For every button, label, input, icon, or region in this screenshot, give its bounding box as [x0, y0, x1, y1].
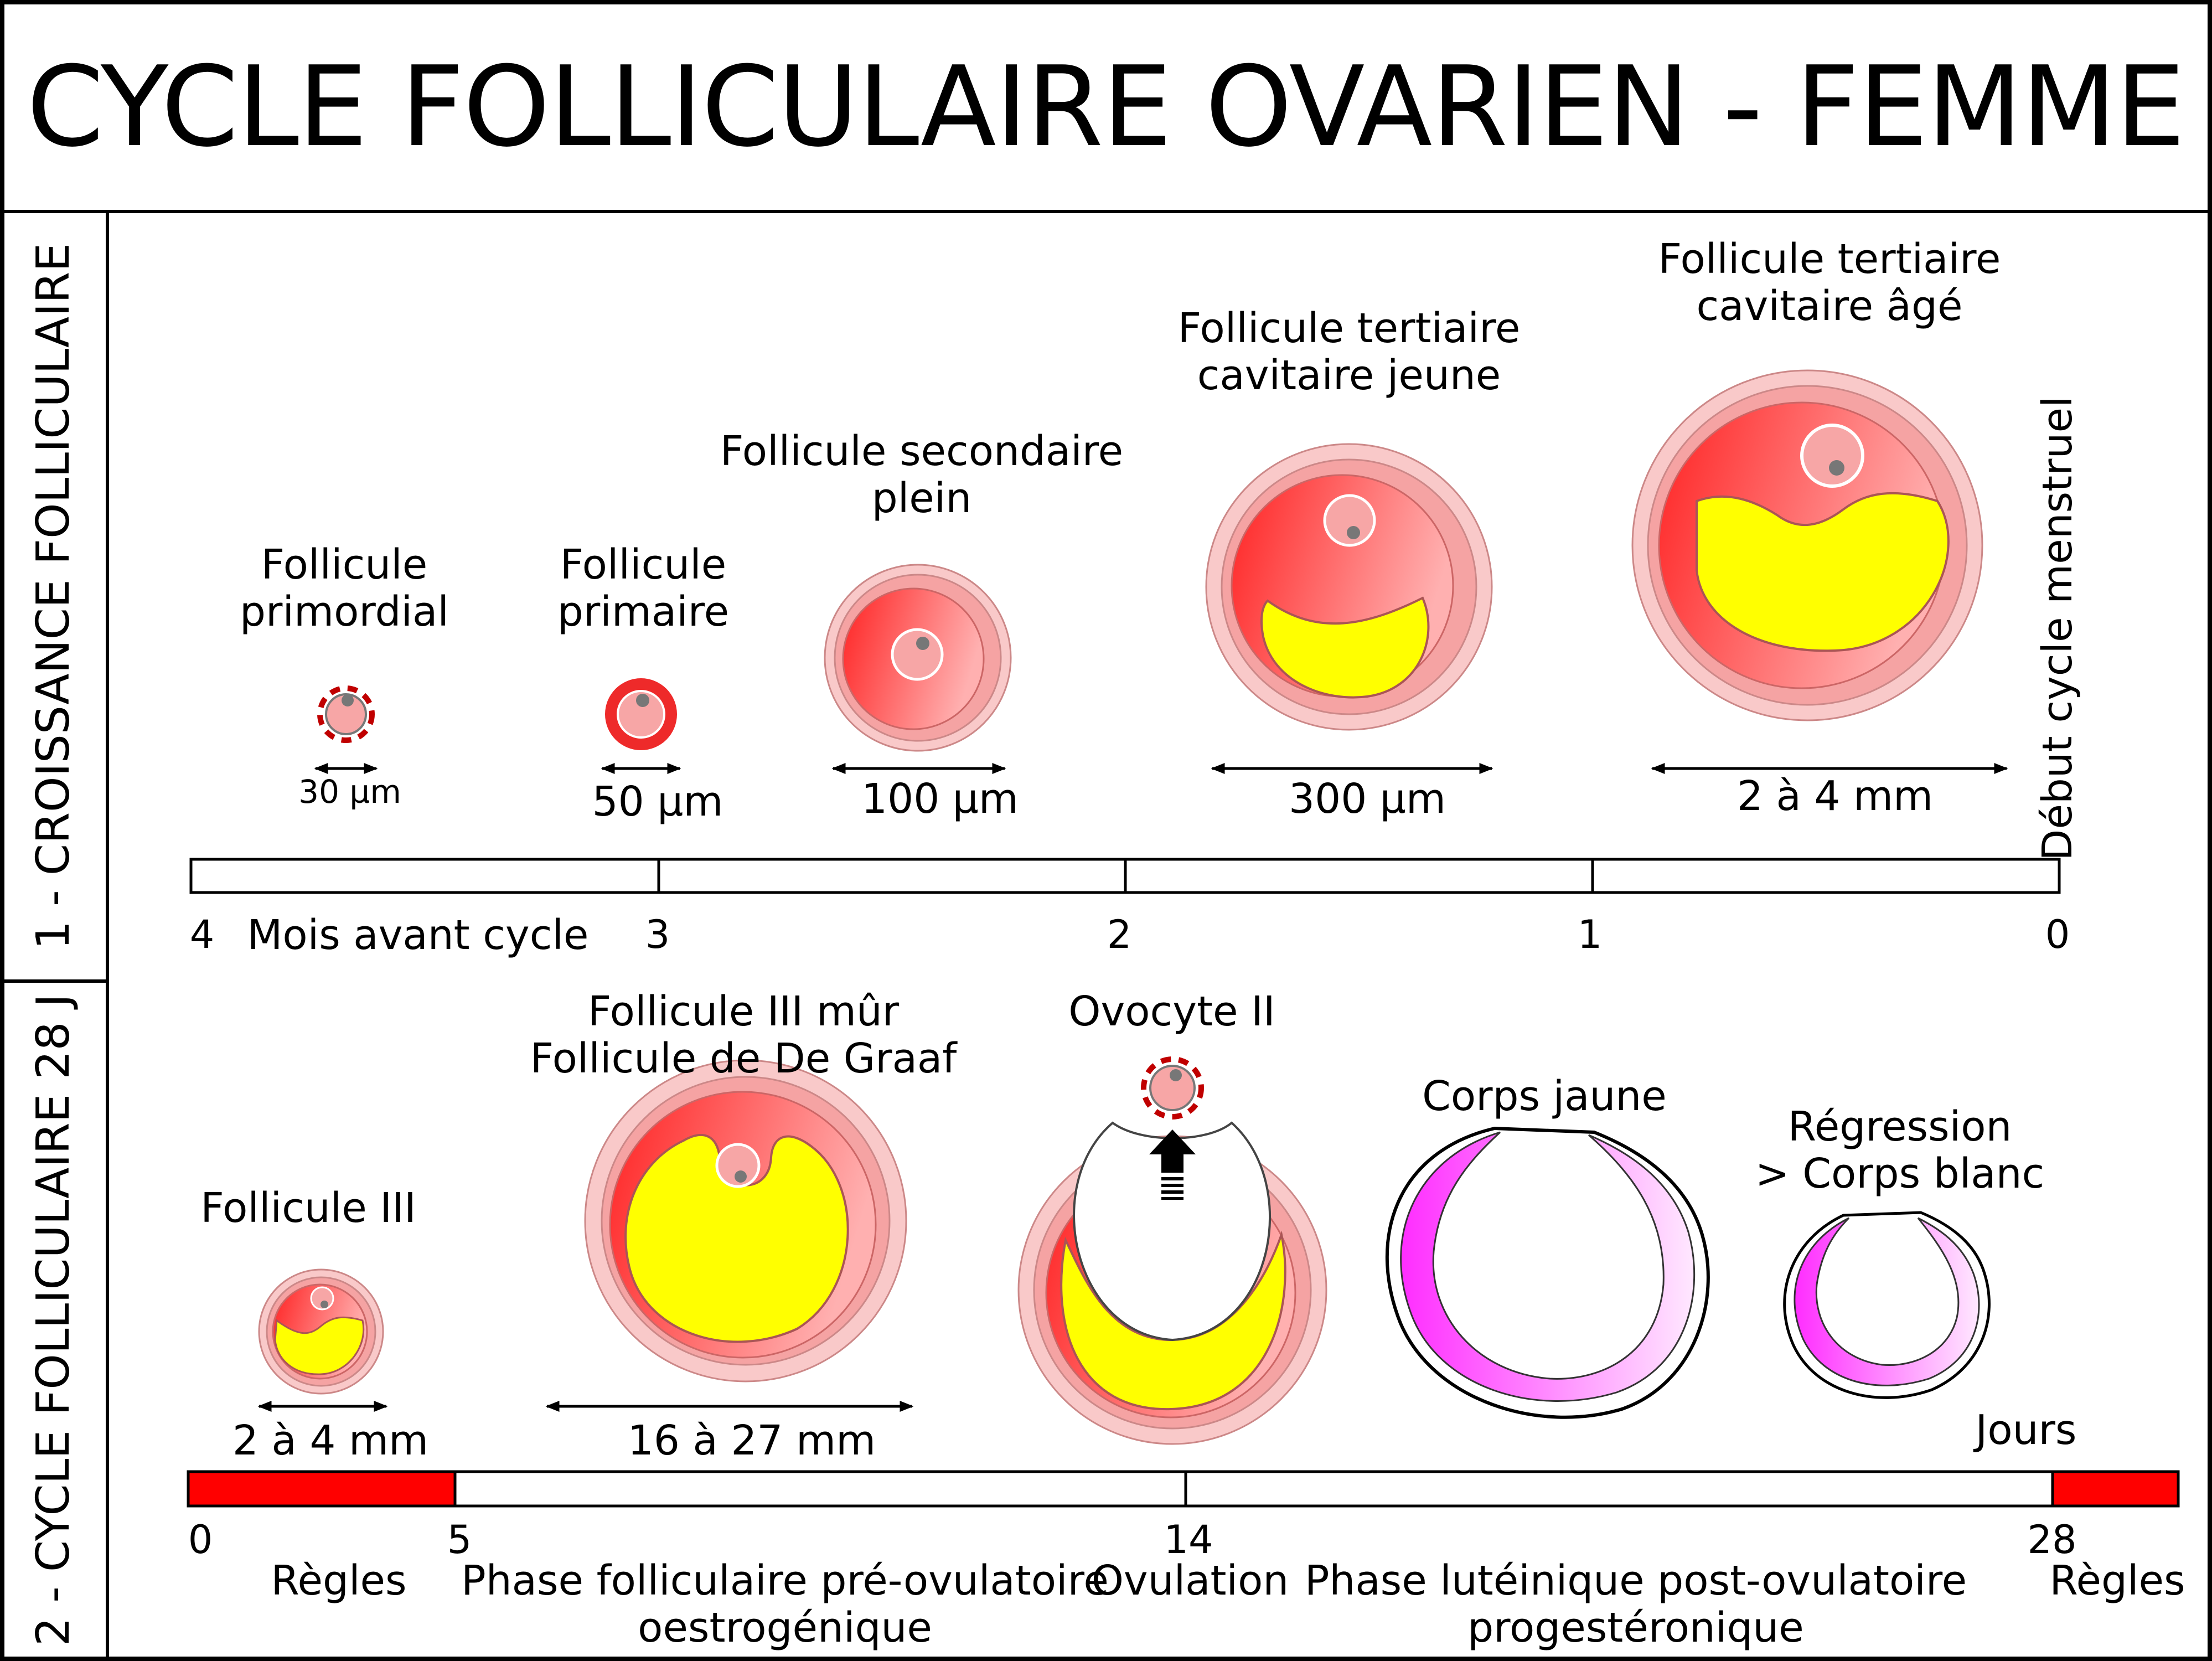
- month-timeline: 4 3 2 1 0 Mois avant cycle: [189, 858, 2070, 959]
- stage-label: > Corps blanc: [1755, 1150, 2044, 1198]
- size-label: 2 à 4 mm: [1737, 772, 1933, 820]
- follicle-iii: [258, 1268, 384, 1395]
- month-unit-label: Mois avant cycle: [247, 911, 589, 959]
- expulsion-arrow-icon: [1149, 1129, 1196, 1173]
- size-label: 100 µm: [861, 775, 1019, 823]
- phase-label: Phase lutéinique post-ovulatoire: [1305, 1557, 1967, 1605]
- page-title: CYCLE FOLLICULAIRE OVARIEN - FEMME: [27, 43, 2185, 172]
- follicle-label: Follicule tertiaire: [1658, 235, 2001, 283]
- month-tick: 3: [645, 912, 670, 957]
- size-label: 30 µm: [298, 773, 401, 811]
- follicle-label: primordial: [240, 588, 449, 636]
- follicle-label: cavitaire âgé: [1697, 282, 1963, 330]
- section1-labels: Follicule primordial Follicule primaire …: [240, 235, 2001, 636]
- section2-labels: Follicule III Follicule III mûr Follicul…: [200, 988, 2044, 1232]
- stage-label: Ovocyte II: [1068, 988, 1275, 1035]
- day-tick: 5: [447, 1517, 472, 1562]
- phase-label: Ovulation: [1092, 1557, 1289, 1605]
- follicle-primary: [605, 678, 677, 750]
- follicle-label: Follicule: [261, 541, 428, 589]
- phase-label: Phase folliculaire pré-ovulatoire: [461, 1557, 1109, 1605]
- stage-label: Follicule III mûr: [588, 988, 900, 1035]
- size-label: 2 à 4 mm: [232, 1417, 428, 1464]
- day-timeline-bar: [187, 1470, 2180, 1508]
- cycle-start-label: Début cycle menstruel: [2034, 396, 2081, 860]
- section2-size-arrows: 2 à 4 mm 16 à 27 mm: [232, 1401, 914, 1464]
- ovulating-follicle: [1017, 1056, 1327, 1445]
- follicle-tertiary-young: [1205, 443, 1493, 731]
- month-tick: 0: [2045, 912, 2070, 957]
- follicle-label: Follicule: [560, 541, 727, 589]
- follicle-de-graaf: [584, 1059, 907, 1383]
- size-label: 16 à 27 mm: [628, 1417, 876, 1464]
- section1-heading: 1 - CROISSANCE FOLLICULAIRE: [27, 243, 80, 950]
- follicle-label: primaire: [557, 588, 729, 636]
- follicle-label: cavitaire jeune: [1197, 352, 1501, 399]
- phase-label: progestéronique: [1467, 1604, 1804, 1652]
- month-tick: 1: [1578, 912, 1603, 957]
- menses-bar: [187, 1470, 457, 1508]
- stage-label: Régression: [1788, 1103, 2012, 1151]
- day-tick: 0: [188, 1517, 213, 1562]
- phase-label: oestrogénique: [638, 1604, 932, 1652]
- stage-label: Follicule de De Graaf: [530, 1035, 958, 1082]
- section1-follicles: [317, 369, 1983, 752]
- section2-stages: [258, 1056, 1991, 1445]
- phase-label: Règles: [271, 1557, 406, 1605]
- phase-label: Règles: [2049, 1557, 2185, 1605]
- follicle-label: Follicule tertiaire: [1178, 305, 1521, 352]
- day-tick: 28: [2027, 1517, 2076, 1562]
- menses-bar: [2051, 1470, 2180, 1508]
- follicle-secondary: [824, 564, 1012, 752]
- section2-heading: 2 - CYCLE FOLLICULAIRE 28 J: [27, 994, 80, 1646]
- day-timeline: Jours 0 5 14 28 Règles Phase folliculair…: [187, 1406, 2185, 1652]
- size-label: 300 µm: [1289, 775, 1446, 823]
- stage-label: Corps jaune: [1422, 1072, 1667, 1120]
- day-tick: 14: [1164, 1517, 1213, 1562]
- follicle-label: plein: [872, 474, 972, 522]
- month-tick: 2: [1107, 912, 1132, 957]
- follicle-primordial: [317, 685, 375, 743]
- corpus-luteum: [1385, 1126, 1710, 1419]
- month-tick: 4: [190, 912, 215, 957]
- stage-label: Follicule III: [200, 1184, 416, 1232]
- size-label: 50 µm: [592, 778, 723, 826]
- corpus-albicans: [1783, 1211, 1991, 1399]
- follicle-label: Follicule secondaire: [720, 427, 1123, 475]
- day-unit-label: Jours: [1973, 1406, 2077, 1454]
- section1-size-arrows: 30 µm 50 µm 100 µm 300 µm 2 à 4 mm: [298, 763, 2008, 826]
- follicle-tertiary-old: [1631, 369, 1983, 721]
